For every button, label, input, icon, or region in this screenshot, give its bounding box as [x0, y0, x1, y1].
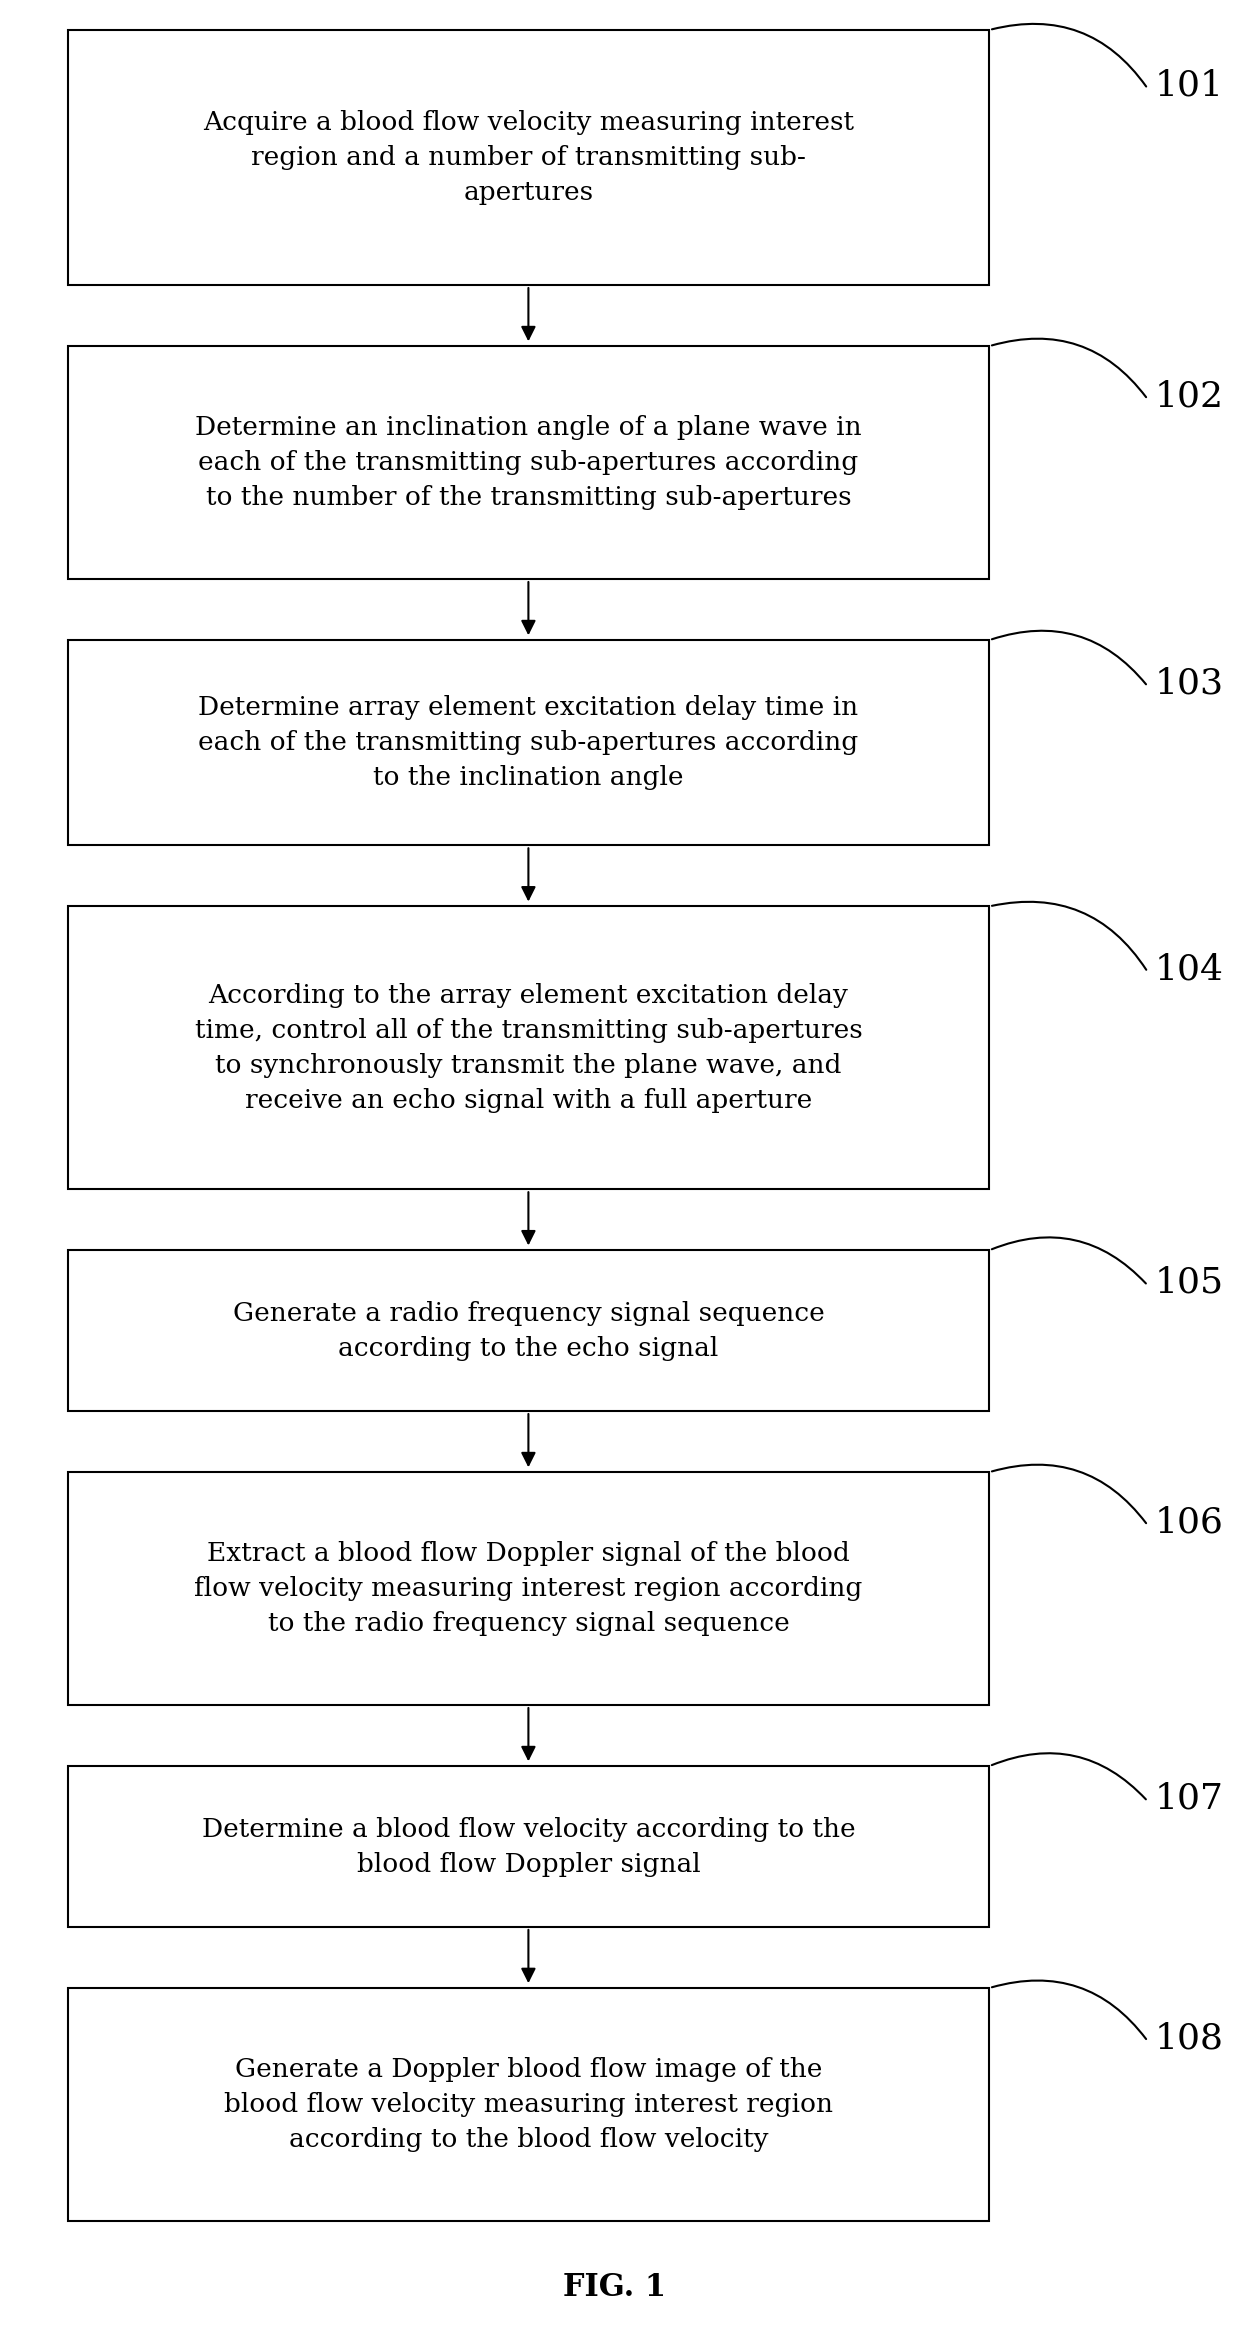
Text: Determine an inclination angle of a plane wave in
each of the transmitting sub-a: Determine an inclination angle of a plan… [195, 414, 862, 510]
Bar [68, 1250, 990, 1412]
Bar [68, 346, 990, 578]
Text: Generate a radio frequency signal sequence
according to the echo signal: Generate a radio frequency signal sequen… [233, 1302, 825, 1360]
Bar [68, 1765, 990, 1927]
Text: 102: 102 [1154, 379, 1224, 414]
Text: Acquire a blood flow velocity measuring interest
region and a number of transmit: Acquire a blood flow velocity measuring … [203, 110, 854, 206]
Bar [68, 1988, 990, 2222]
Text: FIG. 1: FIG. 1 [563, 2271, 666, 2304]
Text: 103: 103 [1154, 667, 1224, 700]
Text: According to the array element excitation delay
time, control all of the transmi: According to the array element excitatio… [195, 983, 862, 1112]
Text: Determine a blood flow velocity according to the
blood flow Doppler signal: Determine a blood flow velocity accordin… [202, 1817, 856, 1877]
Text: Generate a Doppler blood flow image of the
blood flow velocity measuring interes: Generate a Doppler blood flow image of t… [224, 2058, 833, 2151]
Text: 101: 101 [1154, 68, 1224, 103]
Text: 106: 106 [1154, 1505, 1224, 1540]
Text: 104: 104 [1154, 953, 1224, 986]
Bar [68, 1472, 990, 1704]
Bar [68, 30, 990, 286]
Text: 108: 108 [1154, 2020, 1224, 2055]
Text: Extract a blood flow Doppler signal of the blood
flow velocity measuring interes: Extract a blood flow Doppler signal of t… [195, 1540, 863, 1636]
Bar [68, 906, 990, 1189]
Text: 107: 107 [1154, 1782, 1224, 1814]
Bar [68, 639, 990, 845]
Text: 105: 105 [1154, 1266, 1224, 1299]
Text: Determine array element excitation delay time in
each of the transmitting sub-ap: Determine array element excitation delay… [198, 695, 858, 791]
